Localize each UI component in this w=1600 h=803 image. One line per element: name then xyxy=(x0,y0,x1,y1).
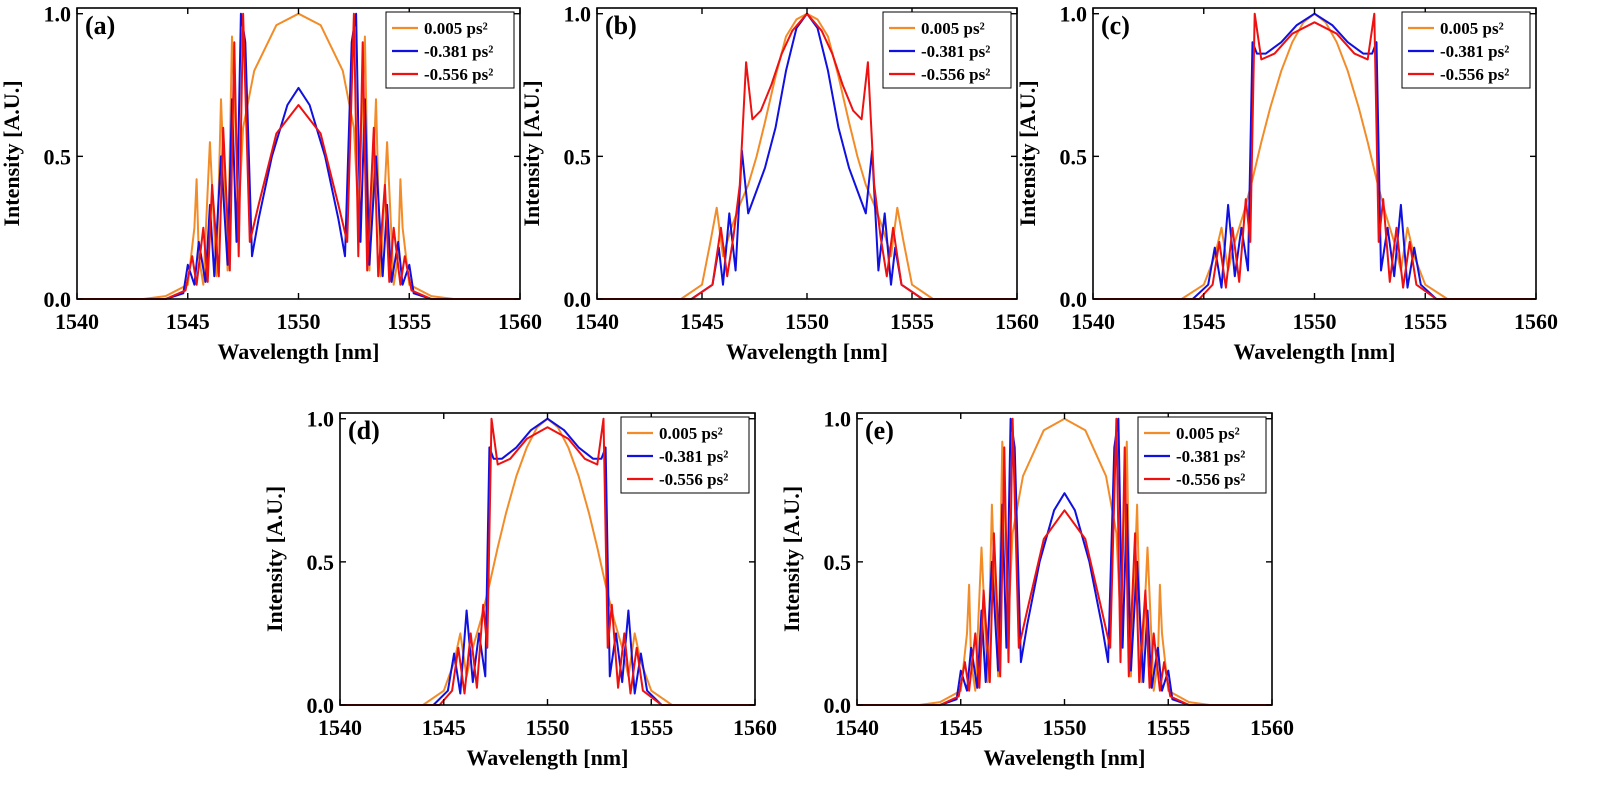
legend-entry: -0.381 ps² xyxy=(659,447,728,466)
y-tick-label: 1.0 xyxy=(44,2,72,27)
series-line xyxy=(857,417,1272,706)
legend-entry: -0.556 ps² xyxy=(424,65,493,84)
x-tick-label: 1550 xyxy=(526,715,570,740)
y-tick-label: 0.0 xyxy=(564,287,592,312)
legend-entry: -0.381 ps² xyxy=(921,42,990,61)
y-tick-label: 0.5 xyxy=(307,550,335,575)
series-line xyxy=(1093,12,1536,300)
x-tick-label: 1545 xyxy=(939,715,983,740)
chart-panel: 1540 1545 1550 1555 1560 0.0 0.5 1.0 Wavelength … xyxy=(0,2,542,364)
legend-entry: 0.005 ps² xyxy=(1440,19,1504,38)
chart-panel: 1540 1545 1550 1555 1560 0.0 0.5 1.0 Wavelength … xyxy=(779,407,1294,770)
legend-entry: -0.556 ps² xyxy=(1440,65,1509,84)
x-tick-label: 1555 xyxy=(629,715,673,740)
y-tick-label: 0.5 xyxy=(1060,144,1088,169)
x-tick-label: 1560 xyxy=(1250,715,1294,740)
y-tick-label: 1.0 xyxy=(824,407,852,432)
x-tick-label: 1550 xyxy=(785,309,829,334)
legend-entry: -0.381 ps² xyxy=(1176,447,1245,466)
y-tick-label: 0.5 xyxy=(44,144,72,169)
x-axis-label: Wavelength [nm] xyxy=(984,745,1146,770)
legend-entry: 0.005 ps² xyxy=(1176,424,1240,443)
panel-label: (d) xyxy=(348,416,380,445)
x-tick-label: 1555 xyxy=(387,309,431,334)
legend-entry: 0.005 ps² xyxy=(921,19,985,38)
x-tick-label: 1560 xyxy=(498,309,542,334)
x-tick-label: 1560 xyxy=(995,309,1039,334)
legend-entry: -0.556 ps² xyxy=(659,470,728,489)
y-tick-label: 1.0 xyxy=(1060,2,1088,27)
x-axis-label: Wavelength [nm] xyxy=(726,339,888,364)
series-line xyxy=(340,417,755,706)
x-tick-label: 1545 xyxy=(166,309,210,334)
legend-entry: -0.381 ps² xyxy=(1440,42,1509,61)
x-tick-label: 1560 xyxy=(1514,309,1558,334)
x-tick-label: 1550 xyxy=(1043,715,1087,740)
x-axis-label: Wavelength [nm] xyxy=(1234,339,1396,364)
chart-panel: 1540 1545 1550 1555 1560 0.0 0.5 1.0 Wavelength … xyxy=(1015,2,1558,364)
y-tick-label: 0.5 xyxy=(564,144,592,169)
x-tick-label: 1545 xyxy=(680,309,724,334)
y-axis-label: Intensity [A.U.] xyxy=(0,80,24,226)
y-tick-label: 0.5 xyxy=(824,550,852,575)
panel-label: (e) xyxy=(865,416,894,445)
series-line xyxy=(857,417,1272,706)
legend-entry: -0.556 ps² xyxy=(921,65,990,84)
x-tick-label: 1540 xyxy=(318,715,362,740)
y-tick-label: 1.0 xyxy=(564,2,592,27)
x-tick-label: 1555 xyxy=(1146,715,1190,740)
series-line xyxy=(77,12,520,300)
x-axis-label: Wavelength [nm] xyxy=(218,339,380,364)
legend-entry: 0.005 ps² xyxy=(659,424,723,443)
x-tick-label: 1540 xyxy=(835,715,879,740)
panel-label: (a) xyxy=(85,11,115,40)
chart-panel: 1540 1545 1550 1555 1560 0.0 0.5 1.0 Wavelength … xyxy=(262,407,777,770)
y-tick-label: 1.0 xyxy=(307,407,335,432)
x-tick-label: 1540 xyxy=(575,309,619,334)
x-tick-label: 1555 xyxy=(1403,309,1447,334)
x-tick-label: 1545 xyxy=(1182,309,1226,334)
y-axis-label: Intensity [A.U.] xyxy=(262,486,287,632)
x-tick-label: 1555 xyxy=(890,309,934,334)
y-axis-label: Intensity [A.U.] xyxy=(519,80,544,226)
y-tick-label: 0.0 xyxy=(44,287,72,312)
y-axis-label: Intensity [A.U.] xyxy=(779,486,804,632)
x-tick-label: 1550 xyxy=(277,309,321,334)
x-tick-label: 1560 xyxy=(733,715,777,740)
x-axis-label: Wavelength [nm] xyxy=(467,745,629,770)
panel-label: (c) xyxy=(1101,11,1130,40)
chart-panel: 1540 1545 1550 1555 1560 0.0 0.5 1.0 Wavelength … xyxy=(519,2,1039,364)
legend-entry: 0.005 ps² xyxy=(424,19,488,38)
legend-entry: -0.556 ps² xyxy=(1176,470,1245,489)
legend-entry: -0.381 ps² xyxy=(424,42,493,61)
x-tick-label: 1540 xyxy=(1071,309,1115,334)
panel-label: (b) xyxy=(605,11,637,40)
y-tick-label: 0.0 xyxy=(1060,287,1088,312)
x-tick-label: 1540 xyxy=(55,309,99,334)
series-line xyxy=(77,12,520,300)
y-tick-label: 0.0 xyxy=(307,693,335,718)
y-axis-label: Intensity [A.U.] xyxy=(1015,80,1040,226)
x-tick-label: 1550 xyxy=(1293,309,1337,334)
x-tick-label: 1545 xyxy=(422,715,466,740)
y-tick-label: 0.0 xyxy=(824,693,852,718)
